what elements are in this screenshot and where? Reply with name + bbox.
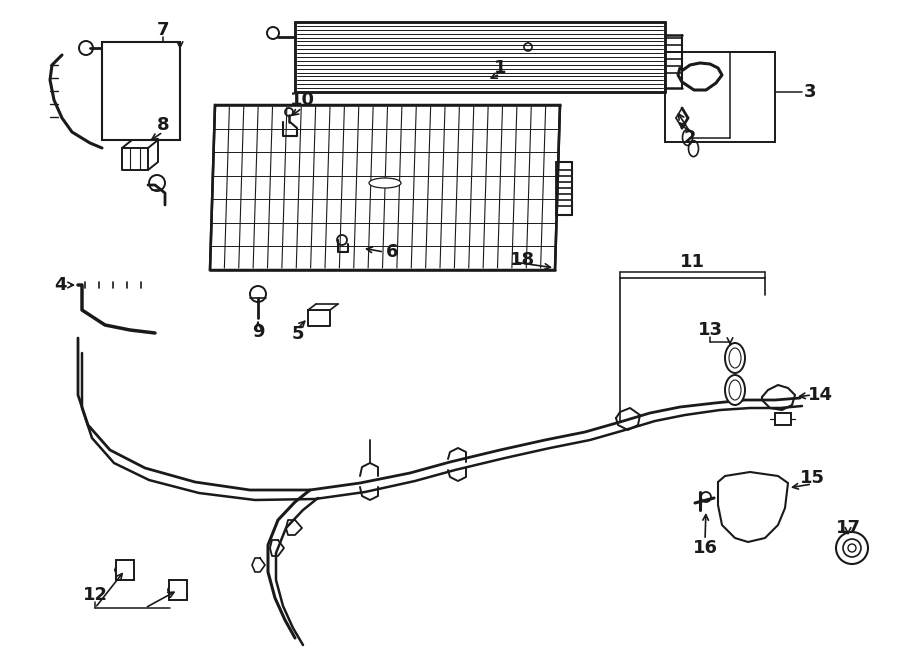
Ellipse shape [725,343,745,373]
Text: 18: 18 [509,251,535,269]
Polygon shape [295,22,665,92]
Text: 4: 4 [54,276,67,294]
Text: 5: 5 [292,325,304,343]
Bar [116,560,134,580]
Text: 11: 11 [680,253,705,271]
Text: 2: 2 [684,129,697,147]
Text: 6: 6 [386,243,398,261]
Bar [665,52,775,142]
Polygon shape [210,105,560,270]
Ellipse shape [725,375,745,405]
Text: 8: 8 [157,116,169,134]
Text: 10: 10 [290,91,314,109]
Ellipse shape [369,178,401,188]
Bar [169,580,187,600]
Text: 13: 13 [698,321,723,339]
Text: 17: 17 [835,519,860,537]
Text: 14: 14 [807,386,833,404]
Text: 7: 7 [157,21,169,39]
Text: 9: 9 [252,323,265,341]
Text: 15: 15 [799,469,824,487]
Bar [775,413,791,425]
Text: 1: 1 [494,59,506,77]
Circle shape [836,532,868,564]
Text: 16: 16 [692,539,717,557]
Bar [102,42,180,140]
Text: 12: 12 [83,586,107,604]
Text: 3: 3 [804,83,816,101]
